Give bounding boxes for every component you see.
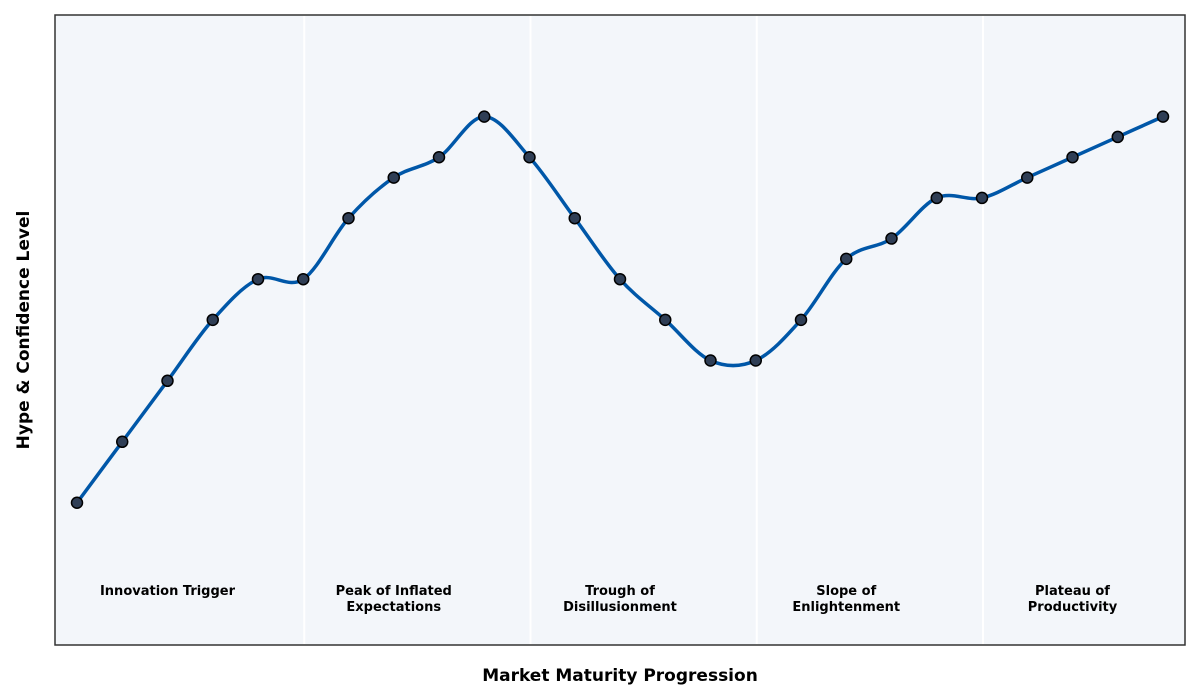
data-point: [206, 313, 219, 327]
plot-background: [55, 15, 1185, 645]
phase-label: Enlightenment: [792, 600, 900, 615]
phase-label: Expectations: [346, 600, 441, 615]
data-point: [659, 313, 672, 327]
phase-label: Trough of: [585, 584, 655, 599]
data-point: [1066, 151, 1079, 164]
data-point: [387, 171, 400, 184]
data-point: [297, 272, 310, 286]
phase-label: Disillusionment: [563, 600, 677, 615]
data-point: [749, 354, 762, 367]
data-point: [885, 232, 898, 245]
data-point: [930, 191, 943, 205]
data-point: [432, 151, 446, 164]
plot-frame: [54, 14, 1186, 646]
phase-labels: Innovation Trigger Peak of InflatedExpect…: [100, 584, 1118, 615]
data-point: [840, 252, 853, 266]
data-point: [794, 313, 808, 327]
data-markers: [70, 110, 1170, 509]
data-point: [523, 151, 536, 164]
data-point: [613, 272, 627, 286]
data-point: [1021, 171, 1034, 184]
data-point: [1156, 110, 1170, 123]
data-point: [1111, 130, 1124, 144]
phase-label: Slope of: [816, 584, 876, 599]
phase-dividers: [303, 16, 984, 644]
phase-label: Innovation Trigger: [100, 584, 236, 599]
data-point: [975, 191, 989, 205]
data-point: [704, 354, 717, 367]
y-axis-title: Hype & Confidence Level: [14, 211, 34, 450]
phase-label: Productivity: [1028, 600, 1118, 615]
x-axis-title: Market Maturity Progression: [482, 666, 758, 686]
data-point: [161, 374, 174, 388]
data-point: [342, 211, 355, 225]
phase-label: Plateau of: [1035, 584, 1110, 599]
phase-label: Peak of Inflated: [336, 584, 452, 599]
data-point: [478, 110, 491, 123]
data-point: [251, 272, 265, 286]
data-point: [116, 435, 129, 449]
data-point: [568, 211, 581, 225]
data-point: [70, 496, 84, 509]
